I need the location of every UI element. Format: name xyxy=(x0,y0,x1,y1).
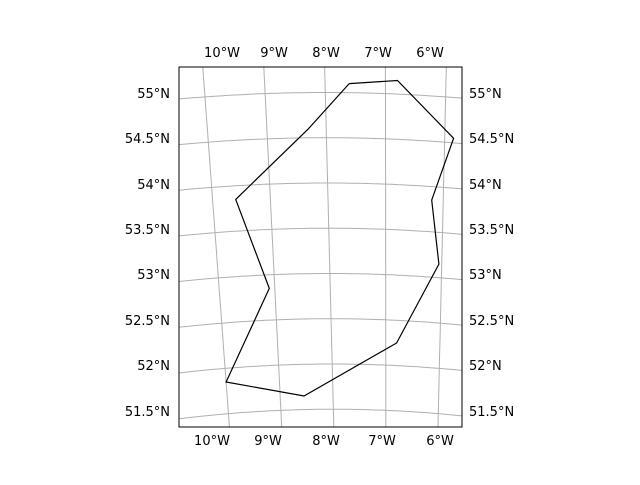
latitude-label-left: 51.5°N xyxy=(125,405,170,420)
graticule xyxy=(179,67,462,427)
parallel-line xyxy=(179,227,462,237)
latitude-label-right: 54.5°N xyxy=(469,132,514,147)
longitude-label-bottom: 9°W xyxy=(254,434,282,449)
meridian-line xyxy=(324,67,335,427)
longitude-label-top: 8°W xyxy=(312,46,340,61)
meridian-line xyxy=(384,67,387,427)
parallel-line xyxy=(179,92,462,100)
latitude-label-left: 54°N xyxy=(137,178,170,193)
parallel-line xyxy=(179,318,462,328)
parallel-line xyxy=(179,182,462,191)
longitude-label-bottom: 6°W xyxy=(426,434,454,449)
longitude-label-top: 7°W xyxy=(364,46,392,61)
region-outline-layer xyxy=(225,79,455,397)
map-frame xyxy=(178,66,463,428)
latitude-label-left: 53°N xyxy=(137,268,170,283)
latitude-label-left: 53.5°N xyxy=(125,223,170,238)
meridian-line xyxy=(202,67,230,427)
latitude-label-left: 52.5°N xyxy=(125,314,170,329)
longitude-label-bottom: 10°W xyxy=(194,434,230,449)
parallel-line xyxy=(179,137,462,146)
longitude-label-top: 9°W xyxy=(260,46,288,61)
tick-labels: 10°W 10°W 9°W 9°W 8°W 8°W 7°W 7°W 6°W 6°W 55°N 55°N… xyxy=(125,46,514,449)
latitude-label-left: 54.5°N xyxy=(125,132,170,147)
longitude-label-bottom: 7°W xyxy=(368,434,396,449)
latitude-label-right: 55°N xyxy=(469,87,502,102)
longitude-label-top: 6°W xyxy=(416,46,444,61)
meridian-line xyxy=(263,67,283,427)
latitude-label-left: 52°N xyxy=(137,359,170,374)
region-outline xyxy=(225,79,455,397)
latitude-label-right: 54°N xyxy=(469,178,502,193)
meridian-line xyxy=(437,67,447,427)
latitude-label-right: 52°N xyxy=(469,359,502,374)
latitude-label-right: 53°N xyxy=(469,268,502,283)
latitude-label-right: 53.5°N xyxy=(469,223,514,238)
latitude-label-left: 55°N xyxy=(137,87,170,102)
parallel-line xyxy=(179,363,462,374)
parallel-line xyxy=(179,273,462,283)
longitude-label-bottom: 8°W xyxy=(312,434,340,449)
longitude-label-top: 10°W xyxy=(204,46,240,61)
latitude-label-right: 52.5°N xyxy=(469,314,514,329)
parallel-line xyxy=(179,408,462,420)
latitude-label-right: 51.5°N xyxy=(469,405,514,420)
